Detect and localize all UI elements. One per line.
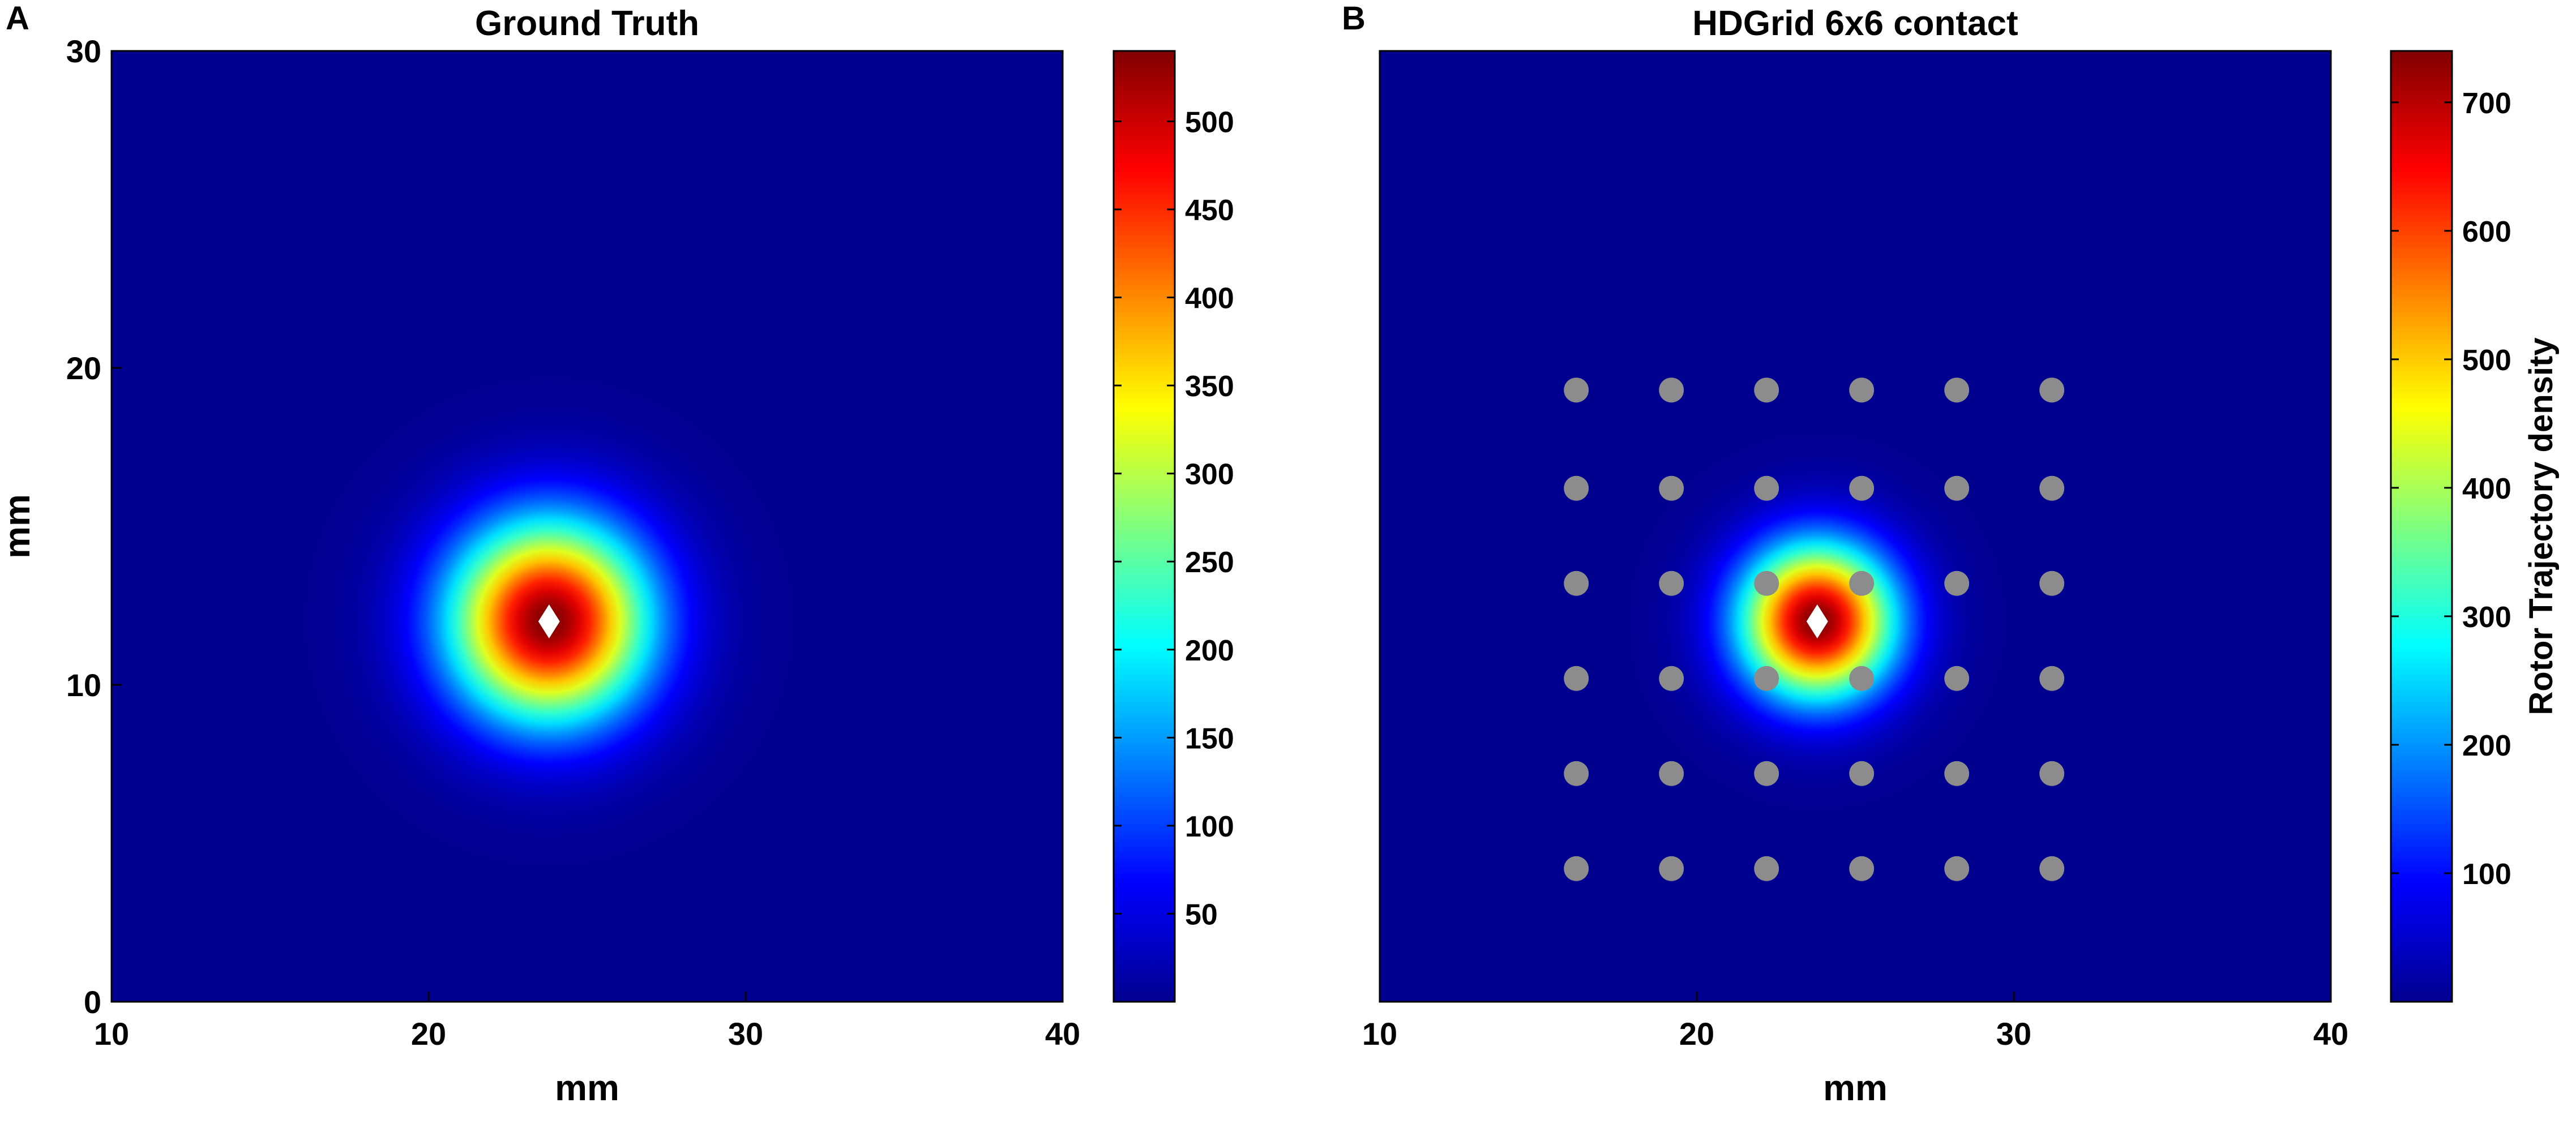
panel-a-plot-border	[110, 50, 1064, 1003]
y-tick-label: 10	[66, 667, 101, 703]
colorbar-tick-label: 50	[1185, 898, 1218, 931]
electrode-r3-c6	[2039, 570, 2065, 596]
panel-b-label: B	[1342, 0, 1366, 37]
colorbar-tick-label: 100	[2462, 858, 2511, 891]
electrode-r2-c1	[1564, 475, 1589, 501]
panel-b-colorbar	[2390, 50, 2453, 1003]
panel-b-x-axis-label: mm	[1823, 1067, 1888, 1108]
x-tick-label: 30	[1996, 1016, 2031, 1052]
panel-b-x-ticks: 10 20 30 40	[1362, 992, 2348, 1052]
panel-b-colorbar-ticks: 100 200 300 400 500 600 700	[2391, 87, 2511, 891]
electrode-r2-c2	[1659, 475, 1684, 501]
electrode-r3-c1	[1564, 570, 1589, 596]
panel-a-x-axis-label: mm	[555, 1067, 619, 1108]
colorbar-tick-label: 500	[2462, 344, 2511, 377]
electrode-r6-c1	[1564, 856, 1589, 881]
panel-a-y-ticks: 0 10 20 30	[66, 33, 122, 1020]
x-tick-label: 20	[411, 1016, 446, 1052]
colorbar-tick-label: 400	[1185, 282, 1234, 315]
electrode-r5-c2	[1659, 761, 1684, 786]
panel-b-title: HDGrid 6x6 contact	[1692, 4, 2018, 43]
electrode-r4-c2	[1659, 666, 1684, 691]
x-tick-label: 10	[1362, 1016, 1397, 1052]
electrode-r6-c5	[1944, 856, 1970, 881]
panel-a-colorbar-ticks: 50 100 150 200 250 300 350 400 450 500	[1114, 106, 1234, 931]
electrode-r1-c2	[1659, 377, 1684, 403]
electrode-r5-c1	[1564, 761, 1589, 786]
colorbar-tick-label: 100	[1185, 810, 1234, 843]
panel-b-plot-area	[1380, 51, 2331, 1002]
electrode-r2-c3	[1754, 475, 1779, 501]
electrode-r4-c4	[1849, 666, 1875, 691]
panel-a-label: A	[6, 0, 29, 37]
x-tick-label: 40	[2313, 1016, 2348, 1052]
colorbar-tick-label: 300	[1185, 458, 1234, 491]
electrode-r2-c5	[1944, 475, 1970, 501]
y-tick-label: 20	[66, 350, 101, 386]
electrode-r4-c3	[1754, 666, 1779, 691]
electrode-r1-c3	[1754, 377, 1779, 403]
electrode-r6-c3	[1754, 856, 1779, 881]
electrode-r3-c3	[1754, 570, 1779, 596]
x-tick-label: 20	[1679, 1016, 1714, 1052]
colorbar-tick-label: 250	[1185, 546, 1234, 579]
electrode-r1-c5	[1944, 377, 1970, 403]
panel-a-plot-area	[112, 51, 1063, 1002]
panel-a-peak-diamond	[538, 604, 560, 638]
electrode-r6-c2	[1659, 856, 1684, 881]
y-tick-label: 30	[66, 33, 101, 69]
colorbar-tick-label: 700	[2462, 87, 2511, 120]
electrode-r2-c4	[1849, 475, 1875, 501]
electrode-r3-c5	[1944, 570, 1970, 596]
electrode-r1-c4	[1849, 377, 1875, 403]
x-tick-label: 40	[1045, 1016, 1080, 1052]
x-tick-label: 30	[728, 1016, 763, 1052]
colorbar-tick-label: 200	[1185, 634, 1234, 667]
electrode-r2-c6	[2039, 475, 2065, 501]
panel-b-plot-border	[1379, 50, 2332, 1003]
panel-b-electrode-grid	[1564, 377, 2065, 881]
panel-b: B HDGrid 6x6 contact 10 20 30 40 mm 100 200 3…	[1342, 0, 2560, 1108]
panel-b-peak-diamond	[1806, 604, 1828, 638]
electrode-r5-c6	[2039, 761, 2065, 786]
x-tick-label: 10	[94, 1016, 129, 1052]
colorbar-tick-label: 350	[1185, 370, 1234, 403]
electrode-r5-c3	[1754, 761, 1779, 786]
electrode-r6-c4	[1849, 856, 1875, 881]
electrode-r4-c6	[2039, 666, 2065, 691]
colorbar-tick-label: 150	[1185, 722, 1234, 755]
colorbar-tick-label: 500	[1185, 106, 1234, 139]
y-tick-label: 0	[84, 984, 101, 1020]
electrode-r3-c4	[1849, 570, 1875, 596]
electrode-r4-c5	[1944, 666, 1970, 691]
panel-a-x-ticks: 10 20 30 40	[94, 992, 1080, 1052]
colorbar-tick-label: 600	[2462, 216, 2511, 248]
electrode-r1-c1	[1564, 377, 1589, 403]
colorbar-tick-label: 300	[2462, 601, 2511, 634]
panel-a-y-axis-label: mm	[0, 494, 37, 559]
electrode-r3-c2	[1659, 570, 1684, 596]
electrode-r5-c5	[1944, 761, 1970, 786]
panel-a-title: Ground Truth	[475, 4, 699, 43]
electrode-r6-c6	[2039, 856, 2065, 881]
electrode-r1-c6	[2039, 377, 2065, 403]
colorbar-tick-label: 200	[2462, 730, 2511, 762]
electrode-r4-c1	[1564, 666, 1589, 691]
electrode-r5-c4	[1849, 761, 1875, 786]
colorbar-tick-label: 400	[2462, 473, 2511, 505]
panel-b-colorbar-label: Rotor Trajectory density	[2523, 337, 2560, 715]
panel-a-colorbar	[1112, 50, 1176, 1003]
colorbar-tick-label: 450	[1185, 194, 1234, 227]
